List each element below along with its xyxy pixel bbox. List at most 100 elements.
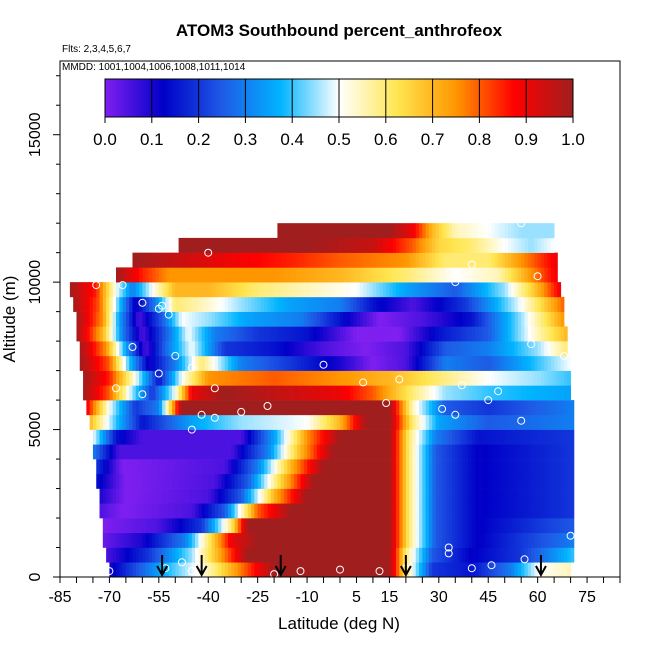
- heatmap-cell: [287, 503, 291, 519]
- heatmap-cell: [491, 444, 496, 460]
- heatmap-cell: [402, 311, 407, 327]
- heatmap-cell: [112, 547, 117, 563]
- heatmap-cell: [521, 532, 525, 548]
- heatmap-cell: [471, 223, 476, 239]
- heatmap-cell: [448, 488, 453, 504]
- heatmap-cell: [214, 459, 219, 475]
- heatmap-cell: [340, 444, 344, 460]
- heatmap-cell: [419, 400, 423, 416]
- x-tick-label: 45: [479, 589, 497, 606]
- heatmap-cell: [270, 532, 275, 548]
- heatmap-cell: [498, 355, 502, 371]
- heatmap-cell: [251, 400, 255, 416]
- heatmap-cell: [396, 282, 400, 298]
- heatmap-cell: [349, 370, 354, 386]
- heatmap-cell: [343, 547, 347, 563]
- heatmap-cell: [356, 444, 361, 460]
- heatmap-cell: [185, 562, 189, 578]
- heatmap-cell: [284, 459, 288, 475]
- heatmap-cell: [297, 503, 301, 519]
- heatmap-cell: [106, 282, 110, 298]
- heatmap-cell: [465, 252, 469, 268]
- heatmap-cell: [531, 326, 535, 342]
- heatmap-cell: [491, 547, 496, 563]
- heatmap-cell: [346, 326, 351, 342]
- heatmap-cell: [488, 532, 492, 548]
- heatmap-cell: [191, 385, 196, 401]
- heatmap-cell: [382, 252, 387, 268]
- heatmap-cell: [389, 473, 394, 489]
- heatmap-cell: [102, 518, 107, 534]
- y-tick-label: 0: [27, 572, 44, 581]
- heatmap-cell: [481, 459, 486, 475]
- heatmap-cell: [300, 252, 305, 268]
- heatmap-cell: [491, 400, 496, 416]
- heatmap-cell: [172, 326, 176, 342]
- heatmap-cell: [102, 311, 107, 327]
- heatmap-cell: [162, 282, 166, 298]
- heatmap-cell: [396, 296, 400, 312]
- heatmap-cell: [254, 296, 259, 312]
- heatmap-cell: [359, 518, 364, 534]
- heatmap-cell: [181, 429, 186, 445]
- heatmap-cell: [129, 503, 133, 519]
- heatmap-cell: [135, 311, 140, 327]
- heatmap-cell: [284, 414, 288, 430]
- heatmap-cell: [139, 444, 143, 460]
- heatmap-cell: [425, 414, 430, 430]
- heatmap-cell: [567, 459, 571, 475]
- heatmap-cell: [316, 562, 321, 578]
- heatmap-cell: [514, 282, 519, 298]
- heatmap-cell: [270, 267, 275, 283]
- heatmap-cell: [303, 459, 308, 475]
- heatmap-cell: [484, 400, 489, 416]
- heatmap-cell: [554, 473, 558, 489]
- heatmap-cell: [468, 296, 473, 312]
- heatmap-cell: [392, 282, 397, 298]
- heatmap-cell: [142, 326, 147, 342]
- heatmap-cell: [264, 385, 268, 401]
- heatmap-cell: [534, 547, 539, 563]
- heatmap-cell: [76, 282, 81, 298]
- heatmap-cell: [320, 252, 324, 268]
- heatmap-cell: [119, 429, 123, 445]
- heatmap-cell: [494, 459, 499, 475]
- heatmap-cell: [412, 414, 417, 430]
- heatmap-cell: [323, 532, 328, 548]
- heatmap-cell: [89, 355, 94, 371]
- heatmap-cell: [409, 429, 413, 445]
- heatmap-cell: [442, 518, 446, 534]
- heatmap-cell: [540, 341, 545, 357]
- heatmap-cell: [333, 267, 338, 283]
- heatmap-cell: [359, 385, 364, 401]
- heatmap-cell: [343, 414, 347, 430]
- heatmap-cell: [471, 311, 476, 327]
- heatmap-cell: [461, 282, 466, 298]
- heatmap-cell: [148, 562, 153, 578]
- heatmap-cell: [320, 223, 324, 239]
- heatmap-cell: [106, 370, 110, 386]
- heatmap-cell: [330, 562, 334, 578]
- heatmap-cell: [405, 473, 410, 489]
- heatmap-cell: [198, 488, 203, 504]
- heatmap-cell: [310, 473, 315, 489]
- heatmap-cell: [116, 400, 120, 416]
- heatmap-cell: [498, 385, 502, 401]
- heatmap-cell: [349, 355, 354, 371]
- heatmap-cell: [511, 267, 515, 283]
- heatmap-cell: [99, 459, 104, 475]
- heatmap-cell: [148, 473, 153, 489]
- heatmap-cell: [116, 488, 120, 504]
- heatmap-cell: [208, 267, 212, 283]
- heatmap-cell: [366, 252, 371, 268]
- heatmap-cell: [162, 503, 166, 519]
- heatmap-cell: [116, 518, 120, 534]
- heatmap-cell: [491, 562, 496, 578]
- heatmap-cell: [257, 503, 262, 519]
- heatmap-cell: [366, 414, 371, 430]
- heatmap-cell: [96, 370, 100, 386]
- heatmap-cell: [419, 532, 423, 548]
- heatmap-cell: [508, 282, 512, 298]
- heatmap-cell: [399, 296, 403, 312]
- heatmap-cell: [346, 473, 351, 489]
